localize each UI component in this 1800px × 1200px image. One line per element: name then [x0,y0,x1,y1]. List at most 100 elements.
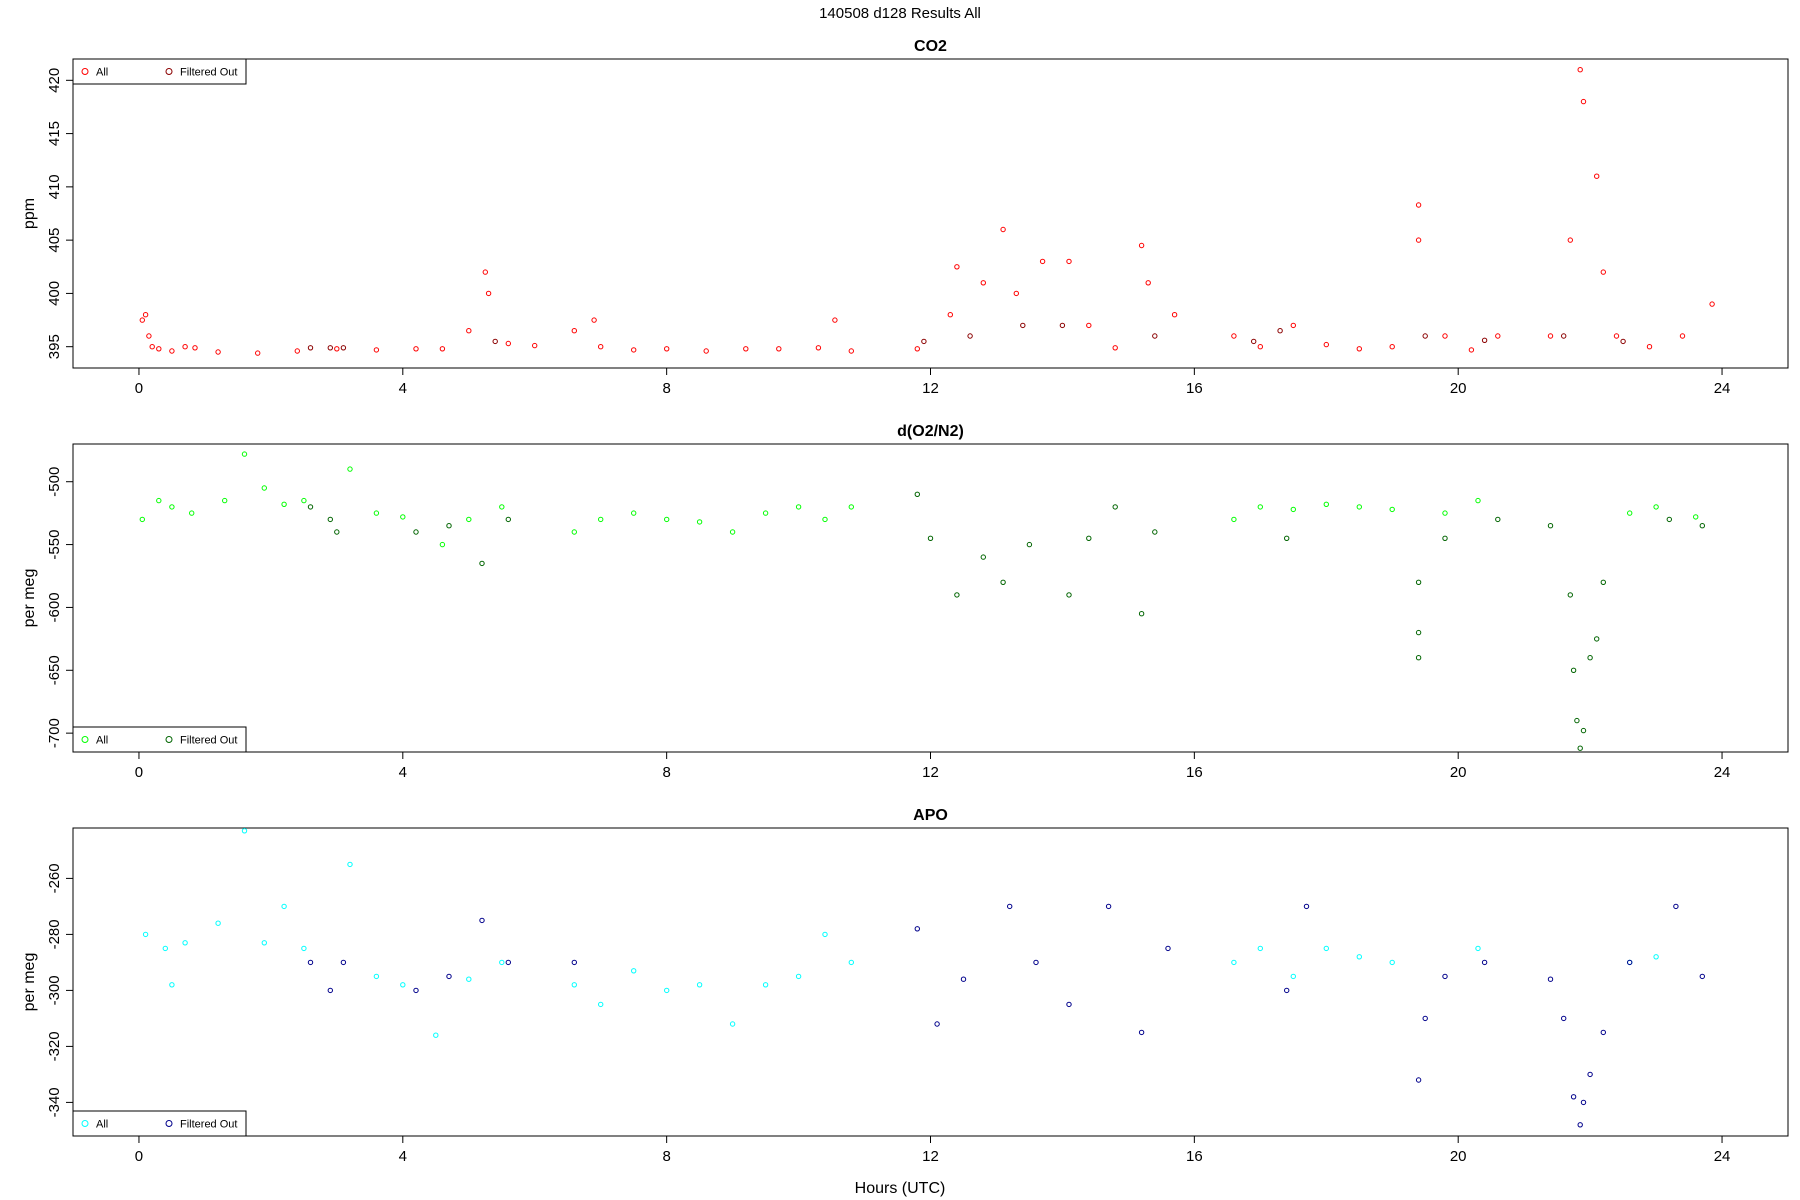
data-point [492,338,498,345]
y-tick-label: 405 [46,228,63,253]
legend-box [72,1110,247,1137]
y-tick-label: 400 [46,281,63,306]
y-tick-label: -650 [46,655,63,685]
data-point [156,497,162,504]
data-point [832,317,838,323]
x-tick-label: 4 [399,1148,407,1165]
data-point [169,982,175,988]
data-point [340,959,347,966]
x-tick-label: 0 [135,1148,143,1165]
data-point [729,1021,736,1027]
data-point [1066,1001,1072,1008]
data-point [1389,344,1395,350]
series-filtered-out [307,322,1626,351]
data-point [1152,333,1158,339]
data-point [340,345,347,351]
panel-o2n2: d(O2/N2) 0 4 8 12 16 20 24 -500 -550 -600 -650 -700 p… [21,423,1789,781]
data-point [1580,727,1587,734]
data-point [482,269,488,275]
data-point [1709,301,1715,307]
data-point [1000,579,1006,585]
y-tick-label: -280 [46,919,63,949]
plot-frame [72,58,1789,369]
data-point [1105,903,1112,910]
legend-box [72,58,247,85]
data-point [1138,242,1145,249]
data-point [307,959,314,966]
panel-title: APO [913,807,948,824]
x-tick-label: 8 [662,1148,670,1165]
data-point [192,345,198,351]
series-filtered-out [307,903,1706,1128]
legend-label: Filtered Out [180,1119,237,1131]
data-point [334,529,340,535]
x-tick-label: 12 [922,764,939,781]
data-point [664,516,670,523]
data-point [1567,592,1574,598]
legend-marker [81,68,89,75]
data-point [729,529,736,535]
data-point [1577,745,1583,751]
data-point [400,982,406,988]
data-point [1653,504,1659,510]
data-point [446,523,452,529]
data-point [1356,346,1363,352]
data-point [413,529,419,535]
data-point [1442,510,1448,516]
data-point [664,346,670,352]
plot-frame [72,443,1789,753]
data-point [1577,1122,1583,1128]
panel-title: CO2 [914,38,947,55]
data-point [1007,903,1013,910]
data-point [1567,237,1574,243]
data-point [1112,345,1118,351]
x-tick-label: 8 [662,764,670,781]
x-tick-label: 24 [1714,764,1731,781]
data-point [1574,717,1580,724]
legend-label: All [96,1119,108,1131]
data-point [1594,636,1600,642]
data-point [921,338,927,345]
data-point [373,347,380,353]
legend-label: Filtered Out [180,735,237,747]
legend-marker [81,1120,89,1127]
data-point [505,959,511,966]
data-point [466,976,472,982]
data-point [301,945,307,952]
data-point [1026,541,1033,548]
x-tick-label: 12 [922,380,939,397]
data-point [1251,338,1257,345]
data-point [954,592,960,598]
data-point [1039,258,1046,265]
panel-title: d(O2/N2) [897,423,964,440]
series-all [142,828,1659,1038]
x-tick-label: 24 [1714,380,1731,397]
data-point [822,931,828,938]
data-point [215,920,221,926]
data-point [149,344,155,350]
legend-marker [165,68,173,75]
data-point [1495,333,1501,339]
data-point [703,348,709,354]
data-point [479,917,485,924]
data-point [1570,667,1577,673]
data-point [439,346,446,352]
data-point [1693,514,1699,520]
data-point [1284,987,1290,994]
y-tick-label: -260 [46,863,63,893]
data-point [776,346,782,352]
figure-title: 140508 d128 Results All [819,5,981,22]
data-point [1415,237,1422,243]
x-tick-label: 4 [399,380,407,397]
data-point [294,348,300,354]
data-point [1231,333,1237,339]
data-point [795,504,802,510]
legend-label: All [96,67,108,79]
data-point [189,510,195,516]
data-point [571,529,577,535]
data-point [1442,535,1448,541]
data-point [139,516,146,523]
x-tick-label: 12 [922,1148,939,1165]
data-point [1066,258,1072,265]
data-point [1547,523,1554,529]
